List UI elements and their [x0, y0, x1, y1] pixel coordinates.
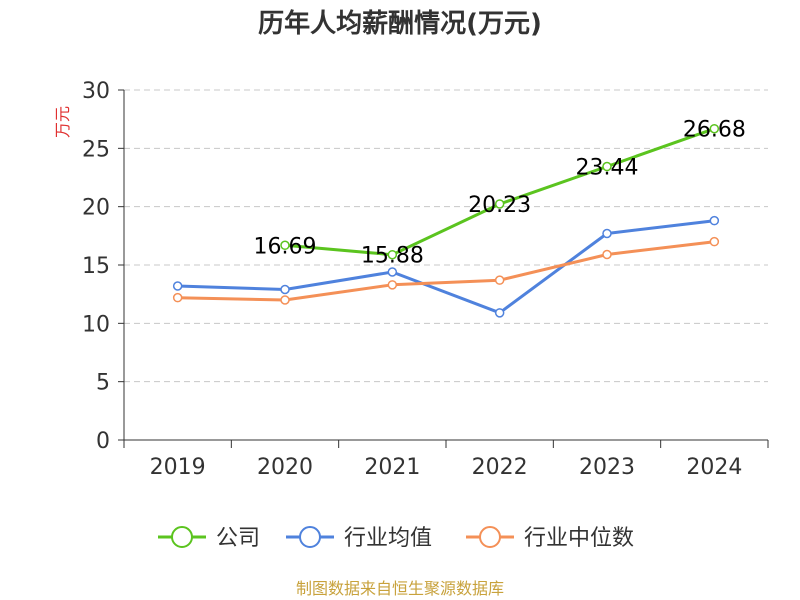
- legend-swatch-marker: [299, 526, 321, 548]
- legend-item[interactable]: 行业均值: [286, 526, 432, 551]
- x-tick-label: 2019: [150, 455, 206, 480]
- y-tick-label: 25: [82, 137, 110, 162]
- data-label: 20.23: [468, 193, 531, 218]
- x-tick-label: 2020: [257, 455, 313, 480]
- chart-title: 历年人均薪酬情况(万元): [258, 8, 542, 39]
- legend-swatch-marker: [479, 526, 501, 548]
- data-point: [602, 161, 612, 172]
- data-point: [172, 292, 183, 303]
- legend-label: 行业均值: [344, 526, 432, 551]
- series-line: [284, 127, 715, 257]
- data-point: [280, 295, 290, 305]
- legend: 公司 行业均值 行业中位数: [158, 526, 634, 551]
- data-label: 15.88: [361, 244, 424, 269]
- data-point: [709, 123, 720, 134]
- x-tick-label: 2023: [579, 455, 635, 480]
- data-point: [280, 284, 290, 295]
- y-tick-label: 30: [82, 79, 110, 104]
- x-tick-label: 2021: [364, 455, 420, 480]
- y-axis-label: 万元: [53, 106, 72, 138]
- x-tick-label: 2024: [686, 455, 742, 480]
- series-line: [177, 219, 715, 315]
- data-point: [387, 280, 398, 290]
- y-tick-label: 10: [82, 312, 110, 337]
- y-tick-label: 5: [96, 371, 110, 396]
- y-tick-label: 20: [82, 196, 110, 221]
- data-label: 23.44: [576, 156, 639, 181]
- series-lines: [172, 123, 720, 318]
- data-labels: 16.69 15.88 20.23 23.44 26.68: [254, 118, 746, 269]
- data-point: [602, 228, 612, 239]
- series-line: [177, 240, 715, 302]
- legend-label: 公司: [216, 526, 260, 551]
- data-point: [494, 275, 505, 285]
- data-point: [280, 240, 290, 251]
- legend-swatch-marker: [171, 526, 193, 548]
- y-tick-label: 15: [82, 254, 110, 279]
- legend-item[interactable]: 行业中位数: [466, 526, 634, 551]
- gridlines: [124, 89, 768, 383]
- data-label: 16.69: [254, 234, 317, 259]
- source-note: 制图数据来自恒生聚源数据库: [296, 579, 504, 598]
- data-point: [387, 267, 398, 277]
- y-tick-label: 0: [96, 429, 110, 454]
- x-tick-label: 2022: [472, 455, 528, 480]
- legend-item[interactable]: 公司: [158, 526, 260, 551]
- data-point: [387, 249, 398, 260]
- data-point: [709, 215, 720, 226]
- data-point: [494, 199, 505, 209]
- data-point: [172, 281, 183, 291]
- data-label: 26.68: [683, 118, 746, 143]
- legend-label: 行业中位数: [524, 526, 634, 551]
- data-point: [494, 308, 505, 318]
- data-point: [602, 249, 612, 260]
- data-point: [709, 236, 720, 247]
- axes: 0 5 10 15 20 25 30 2019 2020 2021 2022 2023 2024: [82, 79, 769, 480]
